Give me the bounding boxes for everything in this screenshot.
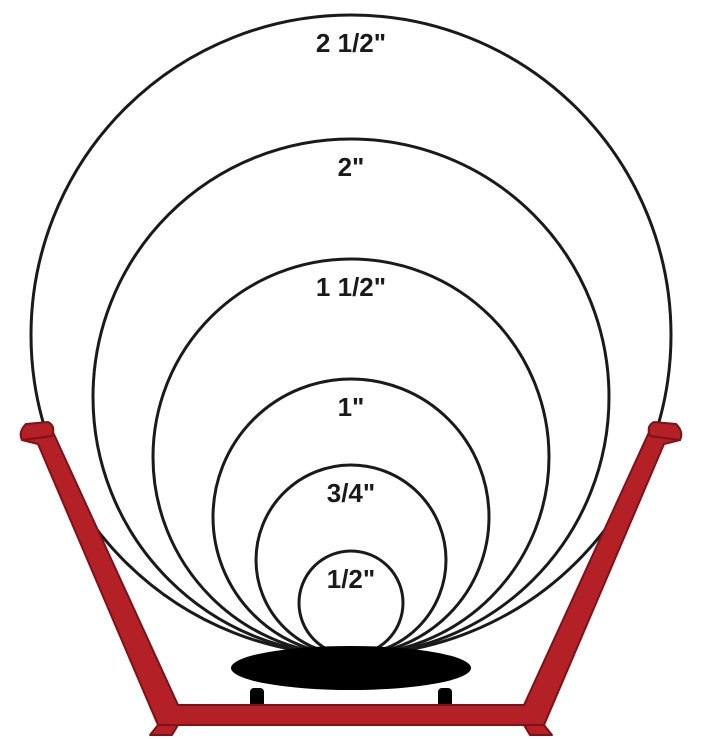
- ring-label-0: 1/2": [327, 564, 375, 594]
- ring-label-1: 3/4": [327, 478, 375, 508]
- trough-foot-left: [150, 725, 178, 735]
- ring-label-4: 2": [338, 152, 365, 182]
- ring-group: [31, 15, 671, 655]
- base-plate: [231, 646, 471, 708]
- ring-label-5: 2 1/2": [316, 28, 386, 58]
- ring-5: [31, 15, 671, 655]
- ring-3: [153, 259, 549, 655]
- trough-foot-right: [524, 725, 552, 735]
- ring-label-2: 1": [338, 392, 365, 422]
- trough-cap-left: [21, 422, 54, 440]
- ring-label-3: 1 1/2": [316, 272, 386, 302]
- label-group: 1/2" 3/4" 1" 1 1/2" 2" 2 1/2": [316, 28, 386, 594]
- trough-cap-right: [649, 422, 682, 440]
